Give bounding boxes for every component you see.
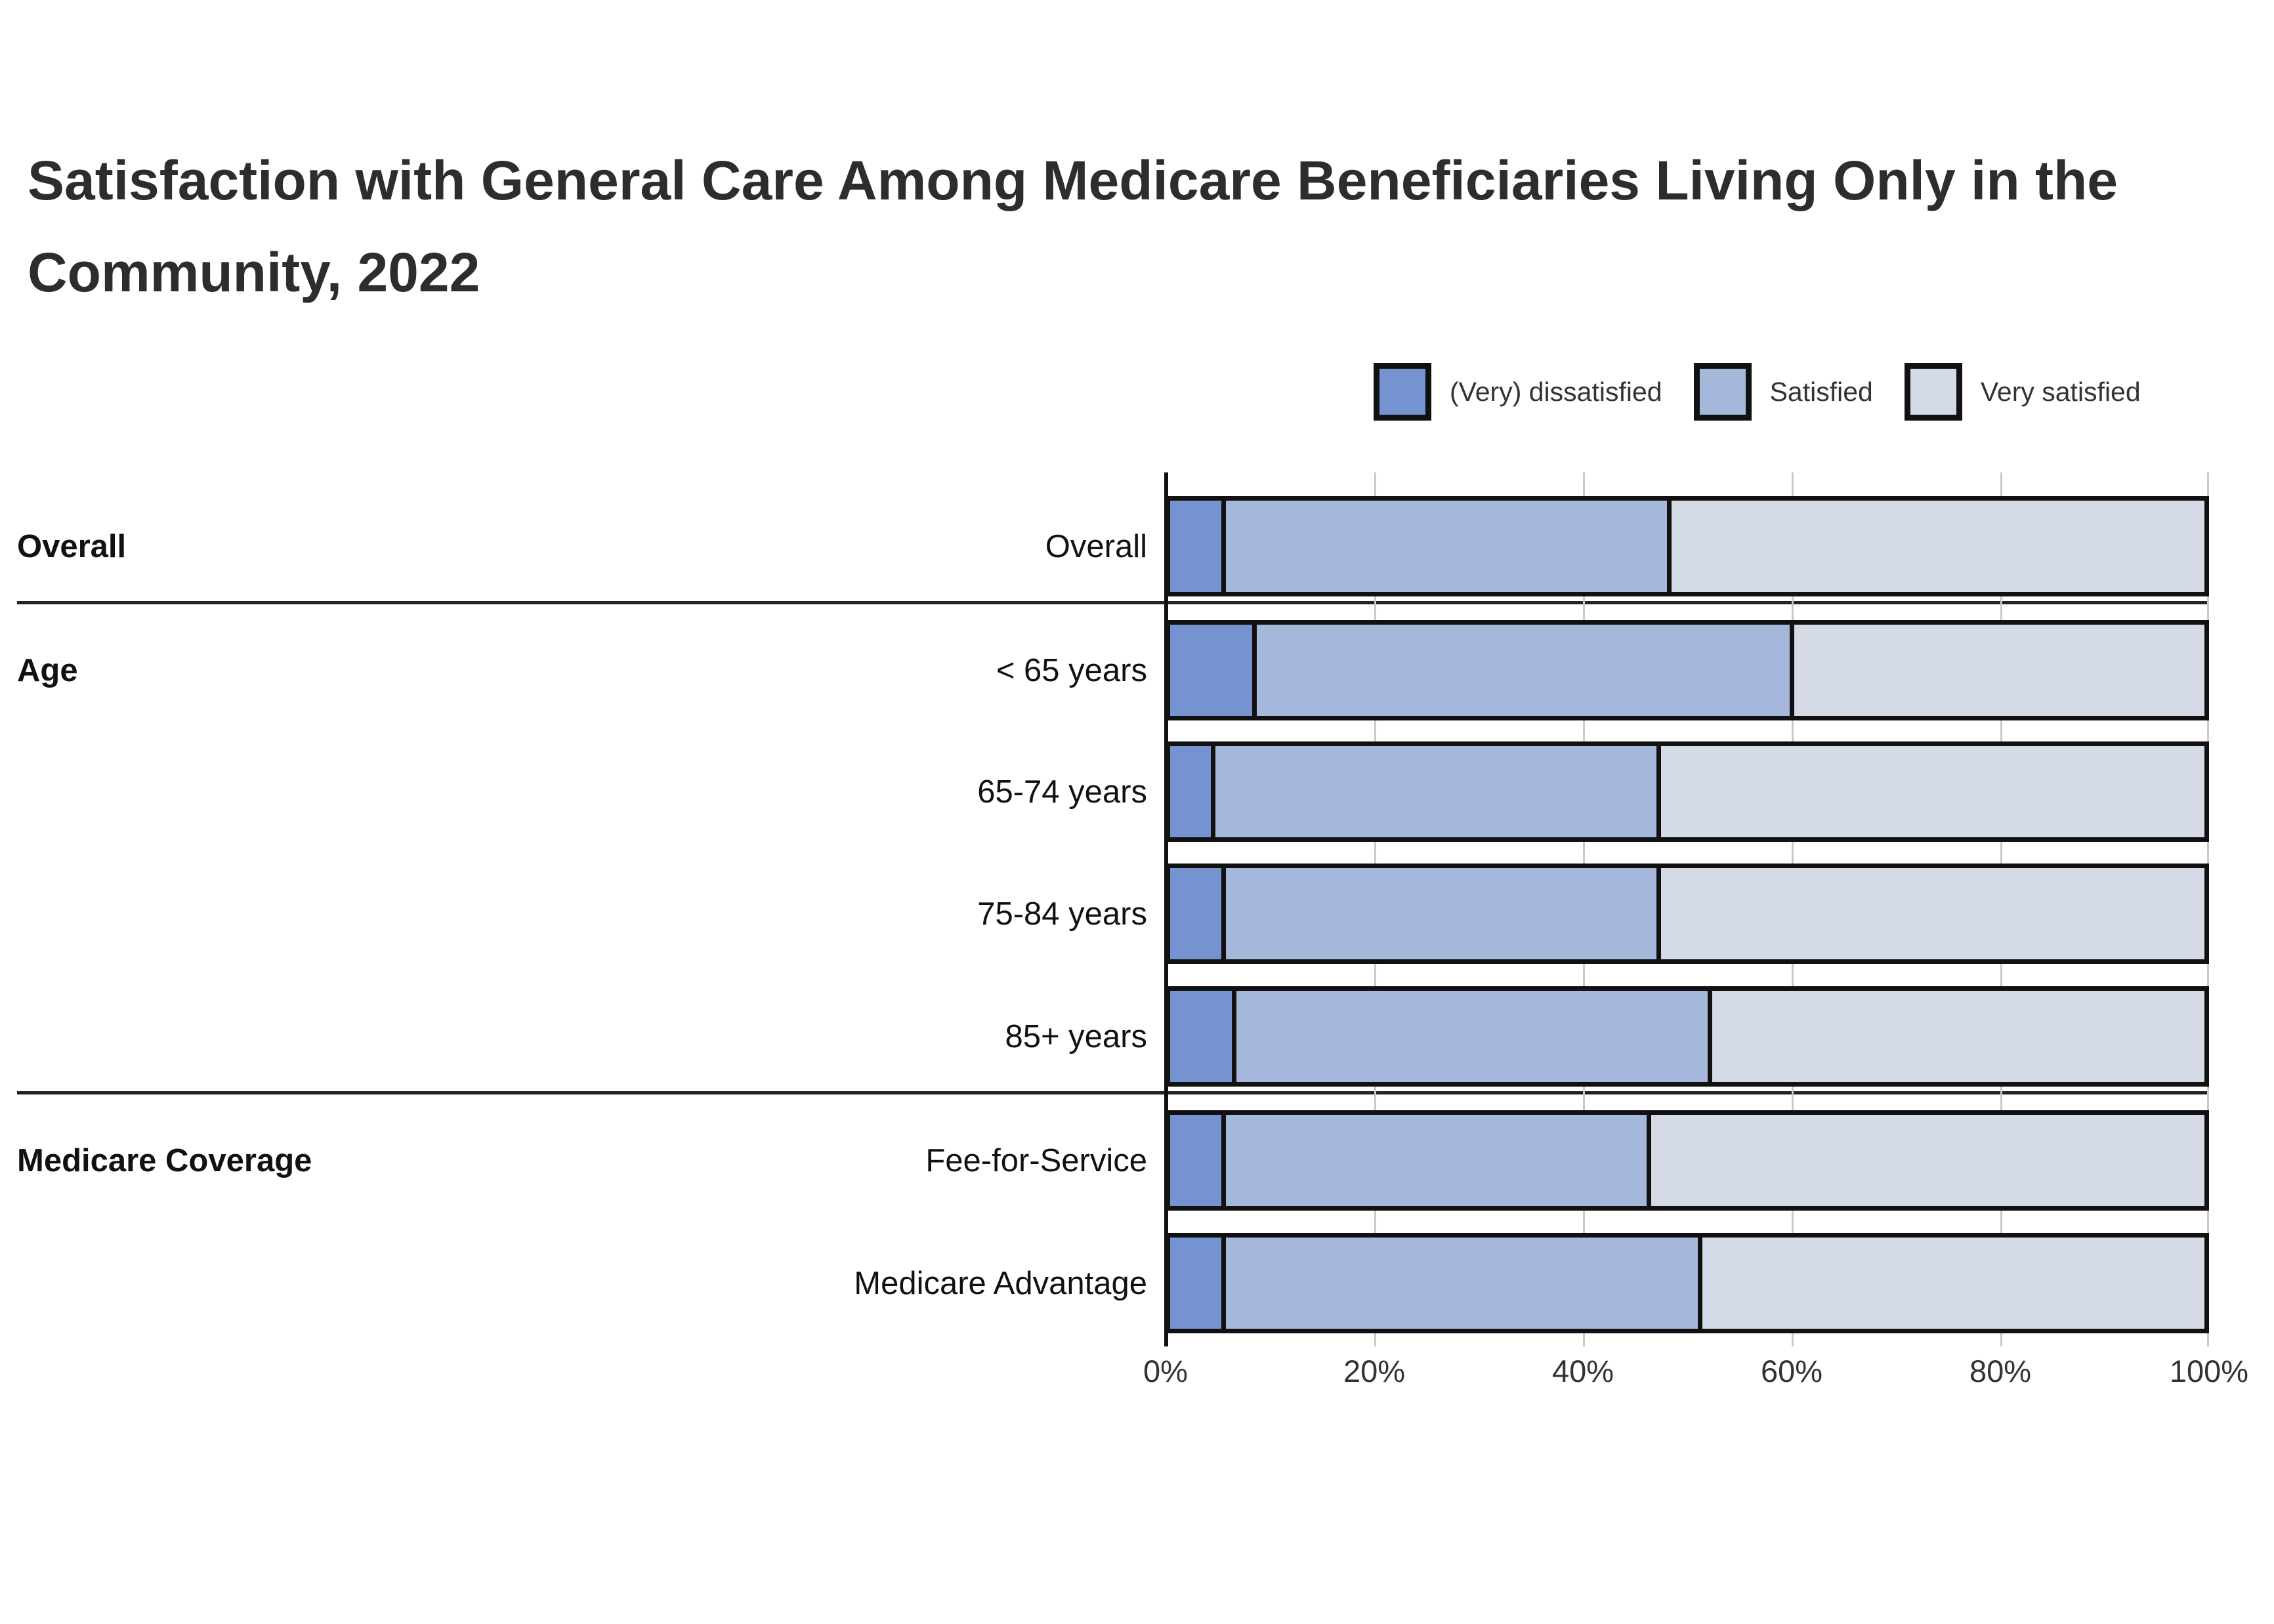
row-label-85-plus: 85+ years bbox=[1005, 1018, 1147, 1054]
segment-dissatisfied bbox=[1170, 868, 1227, 959]
row-label-fee-for-service: Fee-for-Service bbox=[925, 1142, 1147, 1178]
segment-very-satisfied bbox=[1794, 625, 2204, 716]
segment-satisfied bbox=[1236, 991, 1713, 1082]
x-tick-20: 20% bbox=[1343, 1354, 1406, 1388]
chart-title-line1: Satisfaction with General Care Among Med… bbox=[28, 150, 2118, 211]
segment-very-satisfied bbox=[1712, 991, 2204, 1082]
row-label-75-84: 75-84 years bbox=[977, 896, 1147, 932]
bar-under-65 bbox=[1166, 620, 2209, 720]
segment-satisfied bbox=[1226, 1115, 1651, 1206]
legend-item-dissatisfied: (Very) dissatisfied bbox=[1374, 363, 1662, 421]
row-label-65-74: 65-74 years bbox=[977, 774, 1147, 810]
x-tick-80: 80% bbox=[1969, 1354, 2032, 1388]
legend-label-dissatisfied: (Very) dissatisfied bbox=[1450, 376, 1662, 407]
segment-dissatisfied bbox=[1170, 625, 1257, 716]
bar-65-74 bbox=[1166, 741, 2209, 842]
row-label-overall: Overall bbox=[1045, 528, 1147, 564]
legend-swatch-dissatisfied bbox=[1374, 363, 1431, 421]
chart-title: Satisfaction with General Care Among Med… bbox=[28, 135, 2233, 318]
segment-dissatisfied bbox=[1170, 1238, 1227, 1329]
segment-very-satisfied bbox=[1661, 746, 2204, 837]
row-label-medicare-advantage: Medicare Advantage bbox=[854, 1265, 1147, 1301]
segment-dissatisfied bbox=[1170, 1115, 1227, 1206]
row-label-under-65: < 65 years bbox=[996, 652, 1147, 688]
bar-85-plus bbox=[1166, 986, 2209, 1087]
segment-very-satisfied bbox=[1671, 501, 2204, 592]
segment-very-satisfied bbox=[1702, 1238, 2204, 1329]
bar-75-84 bbox=[1166, 864, 2209, 964]
bar-overall bbox=[1166, 496, 2209, 596]
legend-swatch-satisfied bbox=[1693, 363, 1752, 421]
group-label-age: Age bbox=[17, 652, 78, 688]
x-tick-100: 100% bbox=[2169, 1354, 2249, 1388]
legend-swatch-very-satisfied bbox=[1904, 363, 1962, 421]
segment-very-satisfied bbox=[1661, 868, 2204, 959]
legend: (Very) dissatisfied Satisfied Very satis… bbox=[1374, 363, 2141, 421]
group-label-medicare-coverage: Medicare Coverage bbox=[17, 1142, 312, 1178]
legend-label-satisfied: Satisfied bbox=[1769, 376, 1873, 407]
segment-satisfied bbox=[1226, 868, 1662, 959]
chart-title-line2: Community, 2022 bbox=[28, 241, 480, 303]
segment-satisfied bbox=[1215, 746, 1662, 837]
x-tick-60: 60% bbox=[1760, 1354, 1823, 1388]
x-tick-40: 40% bbox=[1551, 1354, 1614, 1388]
group-label-overall: Overall bbox=[17, 528, 127, 564]
x-tick-0: 0% bbox=[1143, 1354, 1188, 1388]
bar-medicare-advantage bbox=[1166, 1233, 2209, 1333]
divider-age-coverage bbox=[17, 1091, 2209, 1094]
legend-item-very-satisfied: Very satisfied bbox=[1904, 363, 2141, 421]
segment-satisfied bbox=[1226, 501, 1672, 592]
segment-dissatisfied bbox=[1170, 501, 1227, 592]
legend-item-satisfied: Satisfied bbox=[1693, 363, 1873, 421]
segment-satisfied bbox=[1226, 1238, 1702, 1329]
segment-very-satisfied bbox=[1651, 1115, 2204, 1206]
segment-satisfied bbox=[1256, 625, 1795, 716]
divider-overall-age bbox=[17, 601, 2209, 604]
segment-dissatisfied bbox=[1170, 991, 1236, 1082]
bar-fee-for-service bbox=[1166, 1110, 2209, 1211]
y-axis-spine bbox=[1164, 472, 1168, 1346]
segment-dissatisfied bbox=[1170, 746, 1216, 837]
legend-label-very-satisfied: Very satisfied bbox=[1980, 376, 2141, 407]
plot-area bbox=[1164, 472, 2209, 1346]
